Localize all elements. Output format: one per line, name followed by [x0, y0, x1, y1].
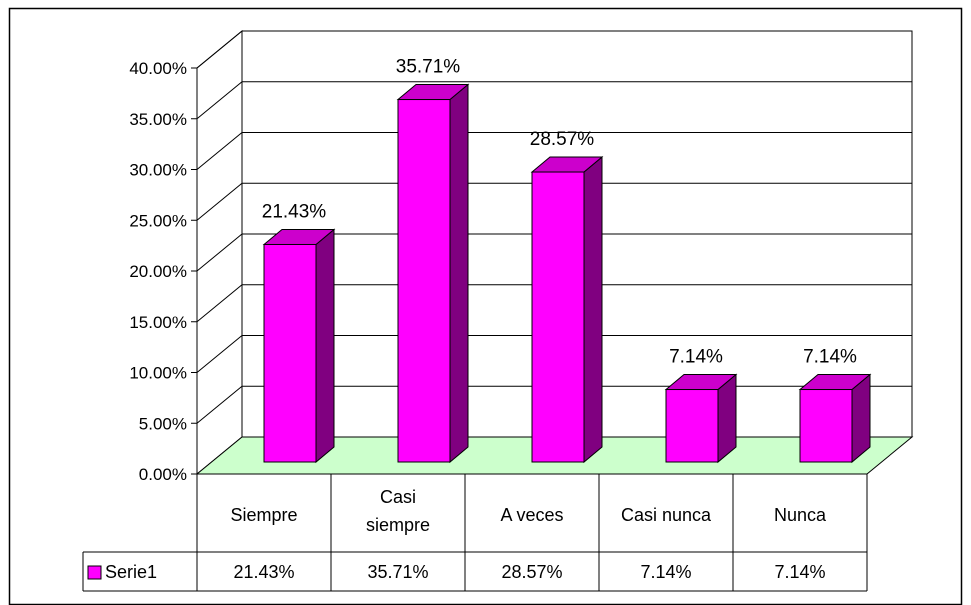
legend-key: [87, 565, 102, 580]
bar-front: [799, 389, 853, 463]
bar-0: [262, 228, 336, 464]
gridline: [196, 81, 912, 120]
data-label: 7.14%: [669, 347, 723, 368]
category-label: Casi nunca: [621, 505, 712, 525]
gridline: [196, 182, 912, 221]
data-label: 35.71%: [396, 57, 461, 78]
bar-front: [665, 389, 719, 463]
bar-1: [396, 83, 470, 464]
table-value: 7.14%: [774, 562, 825, 582]
data-table-grid: [82, 474, 868, 592]
category-label: A veces: [500, 505, 563, 525]
bar-side: [583, 155, 603, 464]
y-tick-label: 35.00%: [129, 110, 187, 129]
bar-front: [263, 243, 317, 463]
table-value: 35.71%: [367, 562, 428, 582]
category-label: Nunca: [774, 505, 827, 525]
table-value: 7.14%: [640, 562, 691, 582]
y-tick-label: 20.00%: [129, 262, 187, 281]
data-label: 7.14%: [803, 347, 857, 368]
bar-4: [798, 373, 872, 464]
category-label: Siempre: [230, 505, 297, 525]
gridline: [196, 30, 912, 69]
table-value: 28.57%: [501, 562, 562, 582]
y-axis: 0.00% 5.00% 10.00% 15.00% 20.00% 25.00% 30.00%…: [129, 59, 198, 484]
bar-3: [664, 373, 738, 464]
data-label: 21.43%: [262, 201, 327, 222]
legend-label: Serie1: [105, 562, 157, 582]
gridline: [196, 335, 912, 373]
gridline: [196, 284, 912, 323]
bars: [262, 83, 872, 464]
y-tick-label: 10.00%: [129, 364, 187, 383]
gridline: [196, 132, 912, 170]
y-tick-label: 30.00%: [129, 161, 187, 180]
y-tick-label: 25.00%: [129, 211, 187, 230]
data-table: Siempre Casi siempre A veces Casi nunca Nunca…: [82, 474, 868, 592]
y-tick-label: 5.00%: [139, 414, 187, 433]
data-label: 28.57%: [530, 129, 595, 150]
bar-side: [449, 83, 469, 464]
bar-2: [530, 155, 604, 464]
bar-side: [315, 228, 335, 464]
y-tick-label: 40.00%: [129, 59, 187, 78]
bar-front: [531, 171, 585, 463]
y-tick-label: 0.00%: [139, 465, 187, 484]
y-tick-label: 15.00%: [129, 313, 187, 332]
gridline: [196, 233, 912, 272]
bar-front: [397, 99, 451, 463]
data-labels: 21.43% 35.71% 28.57% 7.14% 7.14%: [262, 57, 857, 368]
category-label: Casi siempre: [366, 487, 430, 535]
table-value: 21.43%: [233, 562, 294, 582]
